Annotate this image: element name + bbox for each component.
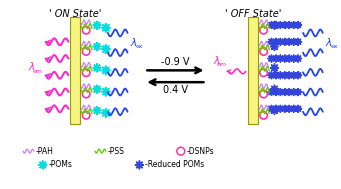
Polygon shape [92, 21, 101, 30]
Polygon shape [290, 21, 298, 29]
Polygon shape [268, 88, 276, 96]
Polygon shape [281, 105, 289, 113]
Polygon shape [290, 105, 298, 113]
Polygon shape [294, 71, 302, 79]
Text: em: em [33, 69, 43, 74]
Polygon shape [281, 88, 289, 96]
Bar [248, 17, 258, 124]
Polygon shape [135, 160, 144, 169]
Polygon shape [272, 38, 280, 46]
Polygon shape [101, 65, 111, 75]
Polygon shape [285, 21, 293, 29]
Polygon shape [38, 160, 47, 169]
Polygon shape [101, 23, 111, 33]
Polygon shape [92, 63, 101, 72]
Text: $\lambda$: $\lambda$ [213, 53, 220, 66]
Text: ex: ex [331, 44, 338, 49]
Polygon shape [281, 71, 289, 79]
Bar [70, 17, 80, 124]
Polygon shape [294, 55, 302, 63]
Text: ex: ex [135, 44, 143, 49]
Polygon shape [270, 21, 279, 30]
Text: -POMs: -POMs [49, 160, 73, 170]
Polygon shape [277, 38, 284, 46]
Polygon shape [285, 88, 293, 96]
Polygon shape [270, 106, 279, 115]
Text: ' OFF State': ' OFF State' [225, 9, 281, 19]
Text: $\lambda$: $\lambda$ [28, 60, 36, 72]
Polygon shape [272, 21, 280, 29]
Polygon shape [281, 21, 289, 29]
Polygon shape [268, 105, 276, 113]
Text: -DSNPs: -DSNPs [187, 147, 214, 156]
Text: ' ON State': ' ON State' [49, 9, 102, 19]
Polygon shape [270, 42, 279, 51]
Polygon shape [268, 21, 276, 29]
Polygon shape [285, 71, 293, 79]
Polygon shape [294, 21, 302, 29]
Polygon shape [272, 71, 280, 79]
Polygon shape [281, 55, 289, 63]
Polygon shape [285, 38, 293, 46]
Polygon shape [277, 71, 284, 79]
Polygon shape [290, 71, 298, 79]
Polygon shape [294, 105, 302, 113]
Polygon shape [268, 55, 276, 63]
Polygon shape [92, 42, 101, 51]
Text: em: em [216, 62, 226, 67]
Text: $\lambda$: $\lambda$ [325, 36, 332, 48]
Polygon shape [272, 88, 280, 96]
Polygon shape [270, 63, 279, 72]
Polygon shape [281, 38, 289, 46]
Polygon shape [290, 88, 298, 96]
Polygon shape [277, 105, 284, 113]
Polygon shape [101, 87, 111, 97]
Polygon shape [294, 88, 302, 96]
Polygon shape [272, 105, 280, 113]
Polygon shape [290, 38, 298, 46]
Text: 0.4 V: 0.4 V [163, 85, 188, 95]
Polygon shape [270, 85, 279, 94]
Text: -PSS: -PSS [108, 147, 125, 156]
Polygon shape [92, 85, 101, 94]
Polygon shape [268, 71, 276, 79]
Polygon shape [92, 106, 101, 115]
Text: $\lambda$: $\lambda$ [130, 36, 137, 48]
Polygon shape [268, 38, 276, 46]
Polygon shape [294, 38, 302, 46]
Text: -PAH: -PAH [36, 147, 54, 156]
Text: -Reduced POMs: -Reduced POMs [145, 160, 205, 170]
Text: -0.9 V: -0.9 V [161, 57, 190, 67]
Polygon shape [285, 55, 293, 63]
Polygon shape [277, 21, 284, 29]
Polygon shape [285, 105, 293, 113]
Polygon shape [277, 55, 284, 63]
Polygon shape [290, 55, 298, 63]
Polygon shape [101, 44, 111, 54]
Polygon shape [101, 108, 111, 118]
Polygon shape [277, 88, 284, 96]
Polygon shape [272, 55, 280, 63]
